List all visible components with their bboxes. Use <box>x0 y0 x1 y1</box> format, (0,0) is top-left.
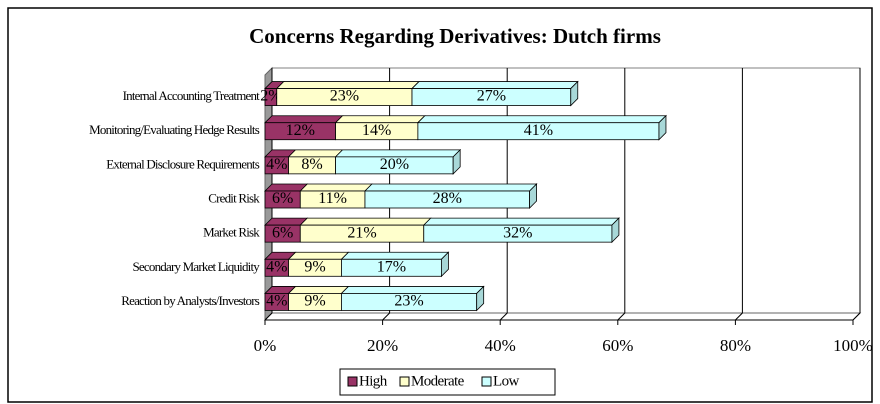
legend-label: Low <box>493 373 519 389</box>
category-label: External Disclosure Requirements <box>106 156 259 171</box>
bar-side <box>570 80 579 107</box>
value-label: 28% <box>433 190 462 207</box>
value-label: 4% <box>266 258 287 275</box>
category-label: Secondary Market Liquidity <box>133 259 261 274</box>
value-label: 9% <box>304 258 325 275</box>
value-label: 14% <box>362 122 391 139</box>
chart-title: Concerns Regarding Derivatives: Dutch fi… <box>249 24 661 48</box>
x-tick-label: 20% <box>367 336 398 355</box>
x-tick-label: 100% <box>833 336 873 355</box>
legend-swatch <box>347 376 358 387</box>
value-label: 20% <box>380 156 409 173</box>
bar-side <box>658 114 667 141</box>
legend-box <box>339 368 556 396</box>
bar-side <box>476 285 485 312</box>
value-label: 4% <box>266 156 287 173</box>
category-label: Reaction by Analysts/Investors <box>121 293 259 308</box>
value-label: 2% <box>260 88 281 105</box>
legend-label: High <box>359 373 388 389</box>
value-label: 6% <box>272 224 293 241</box>
value-label: 9% <box>304 293 325 310</box>
legend-swatch <box>481 376 492 387</box>
value-label: 11% <box>318 190 347 207</box>
bar-side <box>452 148 461 175</box>
bar-side <box>440 251 449 278</box>
value-label: 23% <box>330 88 359 105</box>
category-label: Market Risk <box>203 225 260 240</box>
value-label: 41% <box>524 122 553 139</box>
x-tick-label: 0% <box>254 336 277 355</box>
legend-label: Moderate <box>411 373 465 389</box>
x-tick-label: 40% <box>485 336 516 355</box>
value-label: 12% <box>286 122 315 139</box>
value-label: 17% <box>377 258 406 275</box>
bar-side <box>529 183 537 209</box>
grid-line <box>499 68 508 321</box>
value-label: 27% <box>477 88 506 105</box>
category-label: Credit Risk <box>208 190 260 205</box>
value-label: 32% <box>503 224 532 241</box>
category-label: Monitoring/Evaluating Hedge Results <box>89 122 260 137</box>
grid-line <box>735 68 743 321</box>
value-label: 8% <box>301 156 322 173</box>
category-label: Internal Accounting Treatment <box>123 88 261 103</box>
value-label: 4% <box>266 293 287 310</box>
grid-line <box>852 68 861 321</box>
grid-line <box>617 68 626 321</box>
value-label: 21% <box>347 224 376 241</box>
legend-swatch <box>399 376 410 387</box>
x-tick-label: 80% <box>720 336 751 355</box>
value-label: 23% <box>394 293 423 310</box>
bar-side <box>611 217 620 244</box>
floor <box>263 312 862 321</box>
value-label: 6% <box>272 190 293 207</box>
x-tick-label: 60% <box>602 336 633 355</box>
